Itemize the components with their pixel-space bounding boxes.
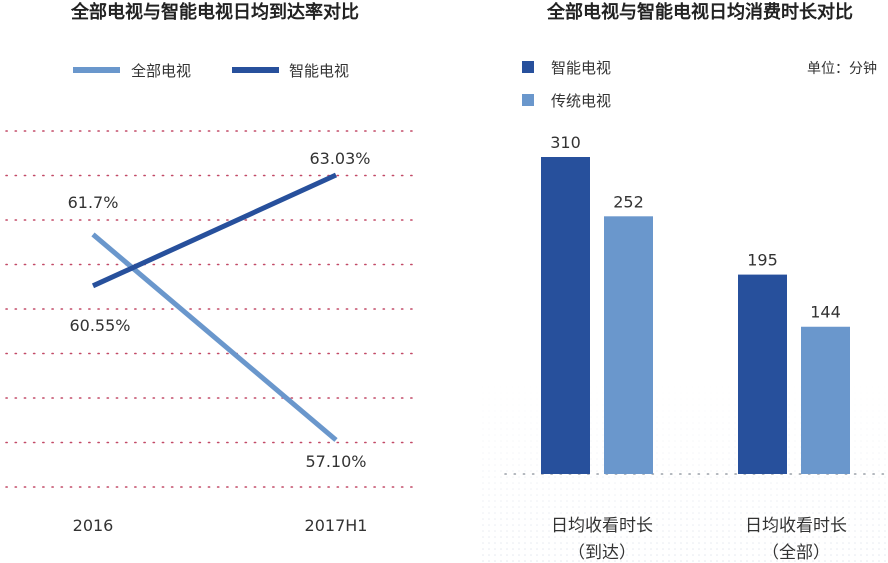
line-chart-data-labels: 61.7% 57.10% 60.55% 63.03% <box>68 149 371 471</box>
bar-category-label-2-line1: 日均收看时长 <box>745 516 847 536</box>
line-chart-series <box>91 172 338 442</box>
legend-label-traditional-tv-bar: 传统电视 <box>551 92 611 110</box>
x-tick-label-2017h1: 2017H1 <box>305 516 368 535</box>
legend-label-all-tv: 全部电视 <box>131 62 191 80</box>
line-chart-title: 全部电视与智能电视日均到达率对比 <box>70 1 359 23</box>
bar-chart-title: 全部电视与智能电视日均消费时长对比 <box>546 1 853 23</box>
bar-value-label-traditional-tv-category-2: 144 <box>810 303 841 322</box>
data-label-smart-tv-2017h1: 63.03% <box>309 149 370 168</box>
series-line-all-tv <box>91 232 338 442</box>
series-line-smart-tv <box>91 172 338 289</box>
bar-smart-tv-category-2 <box>738 274 787 474</box>
bar-chart-bars <box>541 157 850 474</box>
legend-label-smart-tv: 智能电视 <box>289 62 349 80</box>
bar-chart-unit-label: 单位：分钟 <box>807 60 877 77</box>
bar-traditional-tv-category-1 <box>604 216 653 474</box>
bar-category-label-1-line2: （到达） <box>568 543 636 563</box>
legend-swatch-traditional-tv-bar <box>522 94 534 106</box>
line-chart-legend: 全部电视 智能电视 <box>73 62 349 80</box>
x-tick-label-2016: 2016 <box>73 516 114 535</box>
bar-traditional-tv-category-2 <box>801 326 850 474</box>
bar-value-label-smart-tv-category-1: 310 <box>550 133 581 152</box>
data-label-all-tv-2016: 61.7% <box>68 193 119 212</box>
bar-smart-tv-category-1 <box>541 157 590 474</box>
bar-chart-value-labels: 310 195 252 144 <box>550 133 841 322</box>
bar-chart-legend: 智能电视 传统电视 <box>522 59 611 110</box>
legend-label-smart-tv-bar: 智能电视 <box>551 59 611 77</box>
legend-swatch-smart-tv-bar <box>522 61 534 73</box>
bar-category-label-1-line1: 日均收看时长 <box>551 516 653 536</box>
data-label-smart-tv-2016: 60.55% <box>69 316 130 335</box>
data-label-all-tv-2017h1: 57.10% <box>305 452 366 471</box>
bar-category-label-2-line2: （全部） <box>762 543 830 563</box>
bar-value-label-traditional-tv-category-1: 252 <box>613 192 644 211</box>
bar-value-label-smart-tv-category-2: 195 <box>747 251 778 270</box>
line-chart-x-tick-labels: 2016 2017H1 <box>73 516 368 535</box>
line-chart-gridlines <box>5 130 413 488</box>
